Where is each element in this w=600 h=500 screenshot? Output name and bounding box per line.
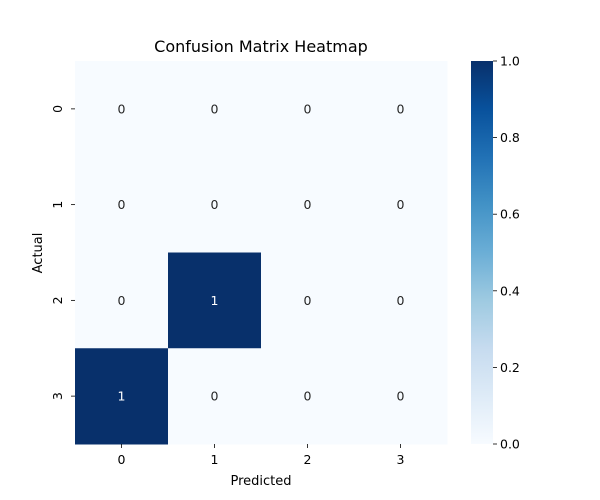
cell-value-label: 0 [304,389,312,404]
y-axis-label: Actual [31,233,46,274]
cell-value-label: 0 [397,293,405,308]
chart-title: Confusion Matrix Heatmap [154,37,368,56]
x-axis-label: Predicted [230,474,291,489]
heatmap-cells [75,61,448,445]
y-tick-label: 0 [50,105,65,113]
colorbar-tick-label: 1.0 [500,54,520,69]
heatmap-cell [168,252,262,349]
cell-value-label: 0 [211,389,219,404]
cell-value-label: 0 [304,101,312,116]
heatmap-cell [75,156,169,253]
heatmap-cell [354,156,448,253]
cell-value-label: 1 [211,293,219,308]
cell-value-label: 0 [304,293,312,308]
heatmap-cell [75,61,169,158]
heatmap-cell-labels: 0 0 0 0 0 0 0 0 0 1 0 0 1 0 0 0 [118,101,405,403]
colorbar-tick-label: 0.8 [500,130,520,145]
x-tick-label: 2 [304,452,312,467]
heatmap-cell [261,156,355,253]
y-tick-label: 3 [50,392,65,400]
colorbar [471,61,493,444]
x-tick-label: 1 [211,452,219,467]
cell-value-label: 0 [118,197,126,212]
heatmap-cell [168,156,262,253]
cell-value-label: 1 [118,389,126,404]
cell-value-label: 0 [211,197,219,212]
x-tick-label: 0 [118,452,126,467]
y-tick-label: 1 [50,201,65,209]
heatmap-cell [261,348,355,445]
x-tick-label: 3 [397,452,405,467]
heatmap-cell [261,252,355,349]
heatmap-cell [354,61,448,158]
colorbar-tick-label: 0.2 [500,360,520,375]
y-tick-label: 2 [50,296,65,304]
heatmap-cell [354,252,448,349]
heatmap-cell [168,348,262,445]
heatmap-cell [354,348,448,445]
cell-value-label: 0 [304,197,312,212]
cell-value-label: 0 [397,389,405,404]
heatmap-cell [75,252,169,349]
heatmap-cell [261,61,355,158]
colorbar-tick-label: 0.4 [500,283,520,298]
heatmap-cell [168,61,262,158]
cell-value-label: 0 [397,101,405,116]
cell-value-label: 0 [397,197,405,212]
heatmap-cell [75,348,169,445]
cell-value-label: 0 [211,101,219,116]
colorbar-ticks: 0.0 0.2 0.4 0.6 0.8 1.0 [493,54,520,452]
x-axis-ticks: 0 1 2 3 [118,444,405,467]
colorbar-tick-label: 0.6 [500,207,520,222]
colorbar-tick-label: 0.0 [500,437,520,452]
cell-value-label: 0 [118,101,126,116]
y-axis-ticks: 0 1 2 3 [50,105,75,400]
cell-value-label: 0 [118,293,126,308]
